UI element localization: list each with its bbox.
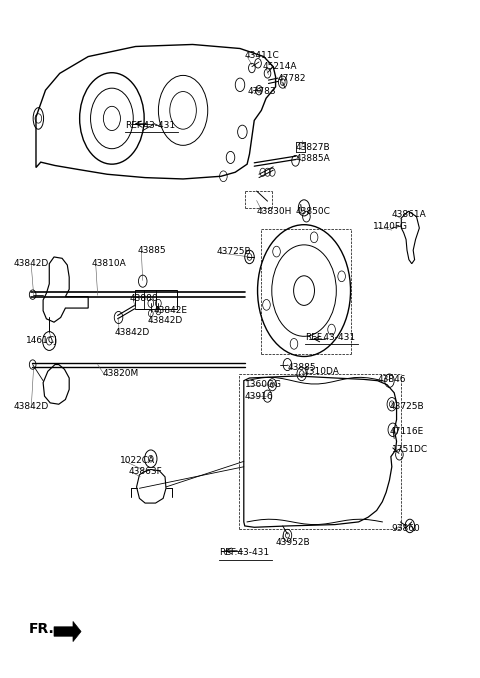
Text: FR.: FR. <box>29 622 55 637</box>
Text: 43842D: 43842D <box>13 259 48 268</box>
Text: 43725B: 43725B <box>216 247 251 256</box>
Text: 43411C: 43411C <box>245 51 279 60</box>
Text: 1461CJ: 1461CJ <box>25 336 57 345</box>
Text: 93860: 93860 <box>392 524 420 533</box>
Text: 43842D: 43842D <box>13 402 48 411</box>
Text: 43885: 43885 <box>138 245 167 255</box>
Text: 43880: 43880 <box>130 294 158 303</box>
Text: REF.43-431: REF.43-431 <box>125 121 175 129</box>
Text: 43861A: 43861A <box>392 210 427 219</box>
Text: 45214A: 45214A <box>263 62 297 71</box>
Text: 43725B: 43725B <box>389 402 424 411</box>
Text: 47782: 47782 <box>278 74 306 83</box>
Text: 43842D: 43842D <box>114 327 150 337</box>
Text: 43846: 43846 <box>378 375 406 384</box>
Text: 43952B: 43952B <box>276 538 310 546</box>
Polygon shape <box>54 622 81 641</box>
Text: 43827B: 43827B <box>296 143 331 152</box>
Text: 43842E: 43842E <box>154 306 188 315</box>
Text: 47116E: 47116E <box>389 427 424 437</box>
Text: 43885A: 43885A <box>296 155 331 163</box>
Text: 43916: 43916 <box>245 392 274 401</box>
Text: 1310DA: 1310DA <box>304 367 340 376</box>
Bar <box>135 290 178 308</box>
Text: 43842D: 43842D <box>147 317 183 325</box>
Text: 43810A: 43810A <box>92 259 127 268</box>
Text: 1140FG: 1140FG <box>373 222 408 231</box>
Text: 1022CA: 1022CA <box>120 456 156 464</box>
Text: REF.43-431: REF.43-431 <box>219 549 269 557</box>
Text: 43830H: 43830H <box>257 207 292 216</box>
Text: 43863F: 43863F <box>129 467 162 476</box>
Text: REF.43-431: REF.43-431 <box>305 333 356 342</box>
Text: 43820M: 43820M <box>102 370 139 378</box>
Text: 43885: 43885 <box>288 363 316 372</box>
Text: 43850C: 43850C <box>296 207 331 216</box>
Text: 1360GG: 1360GG <box>245 380 282 389</box>
Text: 47783: 47783 <box>247 87 276 96</box>
Text: 1751DC: 1751DC <box>392 445 428 454</box>
